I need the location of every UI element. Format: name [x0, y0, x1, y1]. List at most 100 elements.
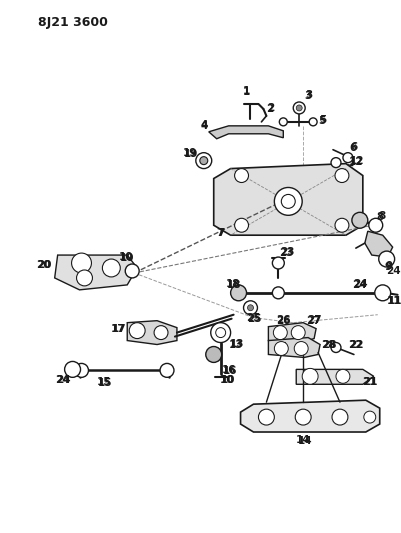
Polygon shape: [127, 321, 176, 344]
Text: 21: 21: [363, 377, 377, 387]
Polygon shape: [268, 337, 319, 358]
Circle shape: [281, 195, 294, 208]
Text: 19: 19: [183, 149, 198, 159]
Circle shape: [334, 219, 348, 232]
Text: 25: 25: [246, 313, 260, 322]
Circle shape: [272, 257, 284, 269]
Polygon shape: [364, 231, 392, 257]
Text: 27: 27: [306, 314, 321, 325]
Text: 1: 1: [242, 87, 249, 97]
Text: 26: 26: [275, 314, 290, 325]
Circle shape: [234, 168, 248, 182]
Text: 17: 17: [112, 324, 126, 334]
Text: 10: 10: [220, 375, 234, 385]
Text: 3: 3: [305, 90, 312, 100]
Text: 12: 12: [349, 156, 363, 166]
Text: 19: 19: [182, 148, 196, 158]
Circle shape: [302, 368, 317, 384]
Text: 5: 5: [318, 116, 325, 126]
Text: 15: 15: [97, 377, 111, 387]
Circle shape: [154, 326, 168, 340]
Text: 22: 22: [349, 340, 363, 350]
Text: 28: 28: [321, 340, 336, 350]
Text: 10: 10: [119, 253, 134, 263]
Circle shape: [273, 326, 287, 340]
Circle shape: [330, 343, 340, 352]
Text: 24: 24: [352, 279, 367, 289]
Text: 14: 14: [295, 435, 310, 445]
Circle shape: [291, 326, 304, 340]
Text: 7: 7: [215, 228, 223, 238]
Text: 22: 22: [348, 340, 362, 350]
Circle shape: [76, 270, 92, 286]
Circle shape: [102, 259, 120, 277]
Circle shape: [125, 264, 139, 278]
Text: 8: 8: [377, 211, 385, 221]
Circle shape: [342, 152, 352, 163]
Text: 3: 3: [304, 91, 311, 101]
Text: 10: 10: [119, 252, 133, 262]
Text: 28: 28: [320, 340, 334, 350]
Circle shape: [160, 364, 174, 377]
Circle shape: [205, 346, 221, 362]
Text: 14: 14: [297, 436, 312, 446]
Circle shape: [331, 409, 347, 425]
Circle shape: [65, 361, 80, 377]
Text: 6: 6: [348, 143, 356, 153]
Text: 18: 18: [225, 279, 239, 289]
Text: 4: 4: [200, 120, 207, 130]
Circle shape: [378, 251, 394, 267]
Text: 5: 5: [319, 115, 326, 125]
Circle shape: [279, 118, 287, 126]
Circle shape: [335, 369, 349, 383]
Text: 12: 12: [348, 157, 362, 167]
Circle shape: [258, 409, 273, 425]
Polygon shape: [55, 255, 137, 290]
Text: 16: 16: [221, 366, 235, 375]
Circle shape: [210, 322, 230, 343]
Text: 9: 9: [383, 262, 390, 272]
Circle shape: [195, 152, 211, 168]
Circle shape: [272, 287, 284, 299]
Text: 10: 10: [219, 375, 233, 385]
Text: 15: 15: [98, 378, 112, 389]
Text: 8: 8: [375, 212, 383, 222]
Circle shape: [71, 253, 91, 273]
Circle shape: [129, 322, 145, 338]
Text: 6: 6: [349, 142, 356, 152]
Text: 18: 18: [226, 280, 240, 290]
Circle shape: [199, 157, 207, 165]
Text: 7: 7: [217, 228, 224, 238]
Polygon shape: [213, 164, 362, 235]
Text: 24: 24: [55, 375, 70, 385]
Text: 17: 17: [111, 324, 125, 334]
Text: 25: 25: [247, 314, 261, 324]
Polygon shape: [240, 400, 379, 432]
Circle shape: [296, 105, 302, 111]
Text: 13: 13: [229, 338, 243, 349]
Circle shape: [308, 118, 316, 126]
Text: 23: 23: [278, 248, 293, 258]
Polygon shape: [268, 322, 315, 343]
Circle shape: [363, 411, 375, 423]
Text: 20: 20: [36, 260, 51, 270]
Text: 1: 1: [242, 86, 249, 96]
Text: 2: 2: [266, 103, 273, 113]
Circle shape: [273, 188, 302, 215]
Text: 13: 13: [228, 340, 242, 350]
Text: 11: 11: [385, 296, 400, 306]
Text: 23: 23: [279, 247, 294, 257]
Text: 2: 2: [265, 104, 272, 114]
Text: 24: 24: [385, 266, 400, 276]
Circle shape: [273, 342, 288, 356]
Text: 26: 26: [275, 316, 290, 326]
Circle shape: [243, 301, 257, 314]
Circle shape: [247, 305, 253, 311]
Text: 9: 9: [384, 261, 391, 271]
Circle shape: [374, 285, 390, 301]
Circle shape: [215, 328, 225, 337]
Text: 24: 24: [56, 375, 71, 385]
Text: 11: 11: [387, 296, 401, 306]
Circle shape: [334, 168, 348, 182]
Circle shape: [294, 342, 308, 356]
